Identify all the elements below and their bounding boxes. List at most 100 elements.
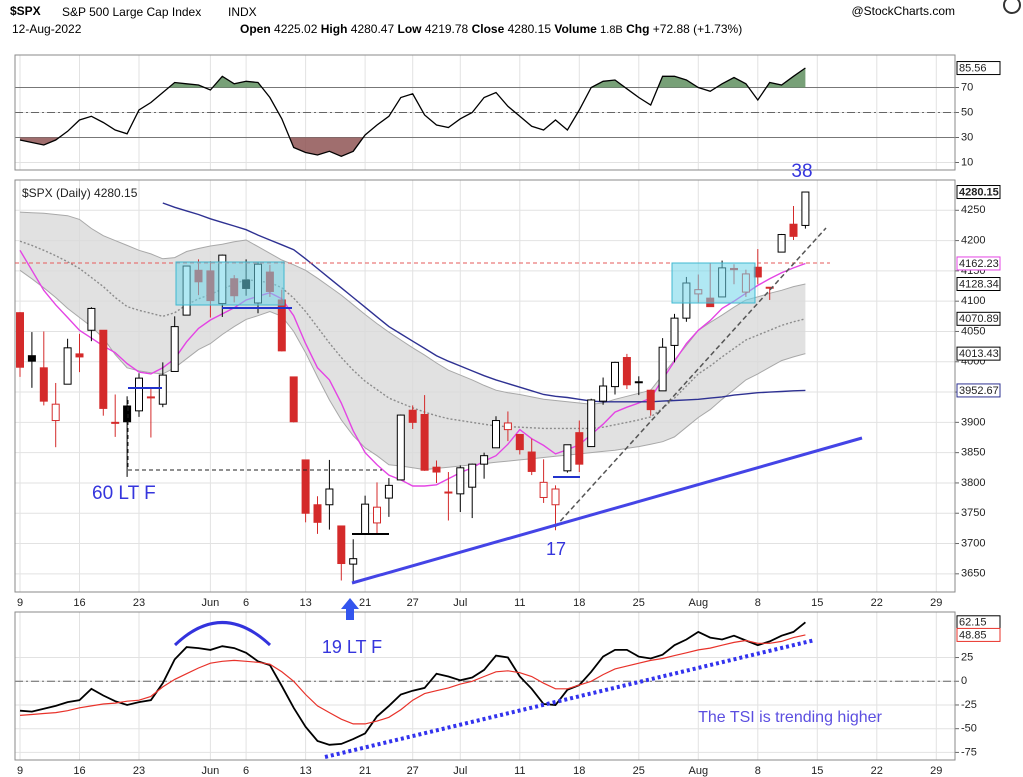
candle-body xyxy=(765,286,774,289)
y-tick-label: 25 xyxy=(961,651,973,663)
candle-body xyxy=(111,421,120,424)
y-tick-label: 4050 xyxy=(961,325,985,337)
value: 1.8B xyxy=(600,24,623,36)
y-tick-label: 4250 xyxy=(961,204,985,216)
legend-value: 4280.15 xyxy=(94,186,138,200)
last-value-box xyxy=(956,383,1001,398)
y-tick-label: 4200 xyxy=(961,234,985,246)
candle-body xyxy=(575,432,584,465)
last-value-label: 4280.15 xyxy=(959,186,999,198)
candle-body xyxy=(420,413,429,471)
x-tick-label: 23 xyxy=(133,597,145,609)
y-tick-label: -50 xyxy=(961,723,977,735)
value: +72.88 (+1.73%) xyxy=(653,22,742,36)
label: Close xyxy=(472,22,505,36)
candle-body xyxy=(337,525,346,565)
candle-body xyxy=(301,459,310,514)
price-legend: $SPX (Daily) 4280.15 xyxy=(22,186,138,200)
candle-body xyxy=(468,463,477,488)
candle-body xyxy=(611,361,619,388)
x-tick-label: 16 xyxy=(73,597,85,609)
candle-body xyxy=(444,491,453,494)
candle-body xyxy=(408,409,417,423)
value: 4280.47 xyxy=(351,22,395,36)
candle-body xyxy=(135,377,143,412)
panel-frame xyxy=(14,54,956,171)
last-value-box xyxy=(956,61,1001,76)
annotation: 60 LT F xyxy=(92,483,156,504)
candle-body xyxy=(63,347,72,385)
label: High xyxy=(321,22,348,36)
annotation: 19 LT F xyxy=(322,637,382,657)
y-tick-label: -75 xyxy=(961,746,977,758)
x-tick-label: Aug xyxy=(689,765,709,777)
x-tick-label: 21 xyxy=(359,597,371,609)
header: $SPX S&P 500 Large Cap Index INDX @Stock… xyxy=(10,0,1021,200)
indicator-line xyxy=(19,67,806,158)
band-lower xyxy=(19,269,806,471)
y-tick-label: 3750 xyxy=(961,507,985,519)
label: Chg xyxy=(626,22,649,36)
plot-area: 10 30 50 70 85.56 3650 3700 3750 3800 3850 3900 395… xyxy=(14,54,1001,777)
last-value-box xyxy=(956,277,1001,292)
x-tick-label: 15 xyxy=(811,765,823,777)
candle-body xyxy=(622,357,631,386)
candle-body xyxy=(599,385,608,402)
overlay-line xyxy=(162,202,806,403)
candle-body xyxy=(396,414,405,481)
candle-body xyxy=(313,504,322,523)
candle-body xyxy=(789,223,798,237)
x-tick-label: 13 xyxy=(299,597,311,609)
last-value-box xyxy=(956,346,1001,361)
candle-body xyxy=(87,307,96,331)
x-tick-label: Jun xyxy=(202,765,220,777)
y-tick-label: 3850 xyxy=(961,447,985,459)
candle-body xyxy=(289,376,298,423)
value: 4225.02 xyxy=(274,22,318,36)
x-tick-label: Jul xyxy=(453,597,467,609)
arrow xyxy=(341,598,359,620)
candle-body xyxy=(658,346,667,392)
last-value-label: 4070.89 xyxy=(959,313,999,325)
indicator-line xyxy=(19,621,806,746)
value: 4280.15 xyxy=(508,22,552,36)
candle-body xyxy=(99,329,108,409)
candle-body xyxy=(16,312,24,368)
candle-body xyxy=(123,405,132,423)
candle-body xyxy=(587,399,596,448)
annotations: 38 60 LT F 17 19 LT F The TSI is trendin… xyxy=(15,161,883,759)
x-tick-label: Aug xyxy=(689,597,709,609)
x-tick-label: 9 xyxy=(17,765,23,777)
candle-body xyxy=(51,403,60,422)
label: Open xyxy=(240,22,271,36)
candle-body xyxy=(563,444,572,472)
panel-frame xyxy=(14,611,956,761)
x-tick-label: 27 xyxy=(407,765,419,777)
candle-body xyxy=(539,481,548,498)
y-tick-label: 70 xyxy=(961,81,973,93)
candle-body xyxy=(801,191,810,226)
x-tick-label: 22 xyxy=(871,597,883,609)
last-value-box xyxy=(956,185,1001,200)
last-value-label: 4013.43 xyxy=(959,348,999,360)
candle-body xyxy=(349,558,358,565)
date: 12-Aug-2022 xyxy=(12,22,82,36)
support-line xyxy=(351,436,863,585)
x-tick-label: 11 xyxy=(514,765,525,777)
candle-body xyxy=(373,506,381,524)
x-tick-label: 23 xyxy=(133,765,145,777)
x-tick-label: 18 xyxy=(573,597,585,609)
candle-body xyxy=(456,467,465,495)
x-tick-label: 16 xyxy=(73,765,85,777)
panel-frame xyxy=(14,179,956,593)
trend-line xyxy=(554,227,827,528)
last-value-label: 4162.23 xyxy=(959,258,999,270)
x-tick-label: 11 xyxy=(514,597,525,609)
x-tick-label: Jul xyxy=(453,765,467,777)
y-tick-label: 3900 xyxy=(961,416,985,428)
candle-body xyxy=(480,455,489,465)
candle-body xyxy=(39,367,48,402)
x-tick-label: 21 xyxy=(359,765,371,777)
close-icon[interactable] xyxy=(1003,0,1021,14)
